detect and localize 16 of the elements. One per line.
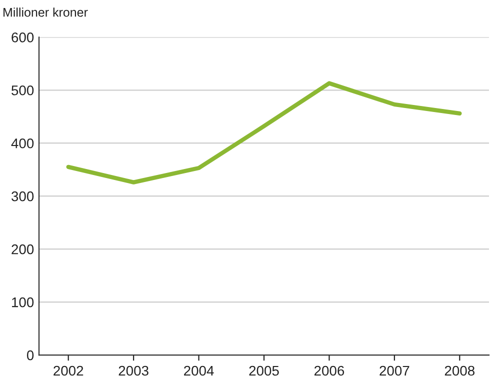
y-tick-label: 100 [12, 297, 34, 308]
x-tick-label: 2004 [184, 366, 214, 376]
x-tick-label: 2002 [54, 366, 84, 376]
y-axis-title: Millioner kroner [4, 8, 88, 17]
x-tick-label: 2007 [380, 366, 410, 376]
y-tick-label: 500 [12, 85, 34, 96]
y-tick-label: 600 [12, 32, 34, 42]
y-tick-label: 400 [11, 138, 34, 148]
x-tick-label: 2003 [118, 366, 148, 376]
y-tick-label: 0 [26, 350, 34, 360]
y-tick-label: 200 [12, 244, 34, 254]
y-tick-label: 300 [12, 191, 34, 202]
x-tick-label: 2008 [444, 366, 474, 376]
x-tick-label: 2005 [249, 366, 279, 376]
line-series [66, 81, 462, 184]
x-tick-label: 2006 [314, 366, 344, 376]
